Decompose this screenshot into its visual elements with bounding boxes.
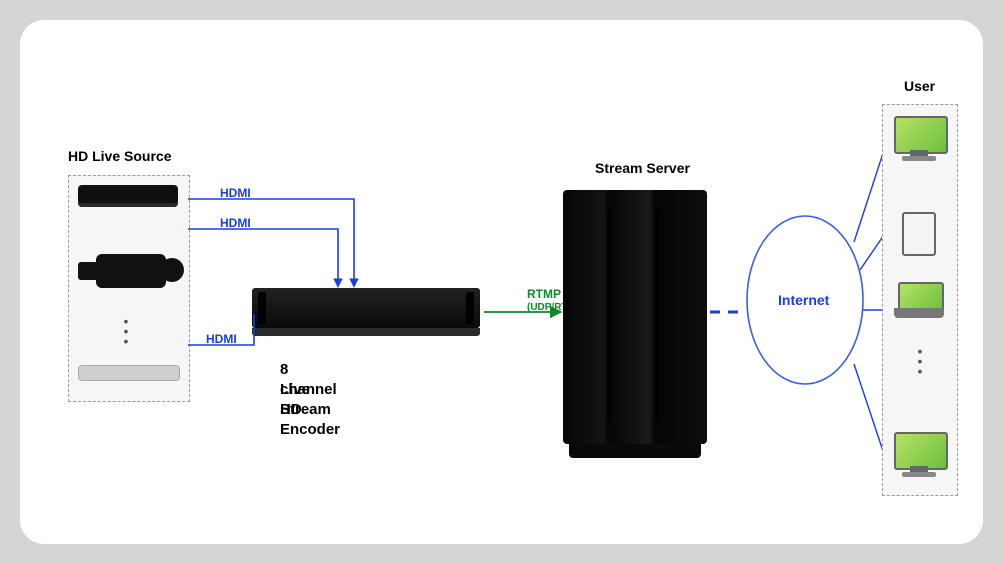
hdmi-label-3: HDMI bbox=[206, 332, 237, 346]
laptop-icon bbox=[894, 282, 944, 320]
monitor-icon bbox=[892, 116, 946, 162]
diagram-canvas: HD Live Source ••• 8 channel HD Live Str… bbox=[20, 20, 983, 544]
server-title: Stream Server bbox=[595, 160, 690, 176]
user-title: User bbox=[904, 78, 935, 94]
server-icon bbox=[563, 190, 707, 460]
internet-label: Internet bbox=[778, 292, 829, 308]
rtmp-label: RTMP (UDP/RTP) bbox=[496, 288, 558, 301]
hdmi-lines bbox=[20, 20, 983, 544]
hdmi-label-2: HDMI bbox=[220, 216, 251, 230]
tablet-icon bbox=[902, 212, 936, 256]
rtmp-line1: RTMP bbox=[527, 288, 561, 301]
hdmi-label-1: HDMI bbox=[220, 186, 251, 200]
monitor-icon-2 bbox=[892, 432, 946, 478]
user-ellipsis-icon: ••• bbox=[914, 346, 926, 376]
